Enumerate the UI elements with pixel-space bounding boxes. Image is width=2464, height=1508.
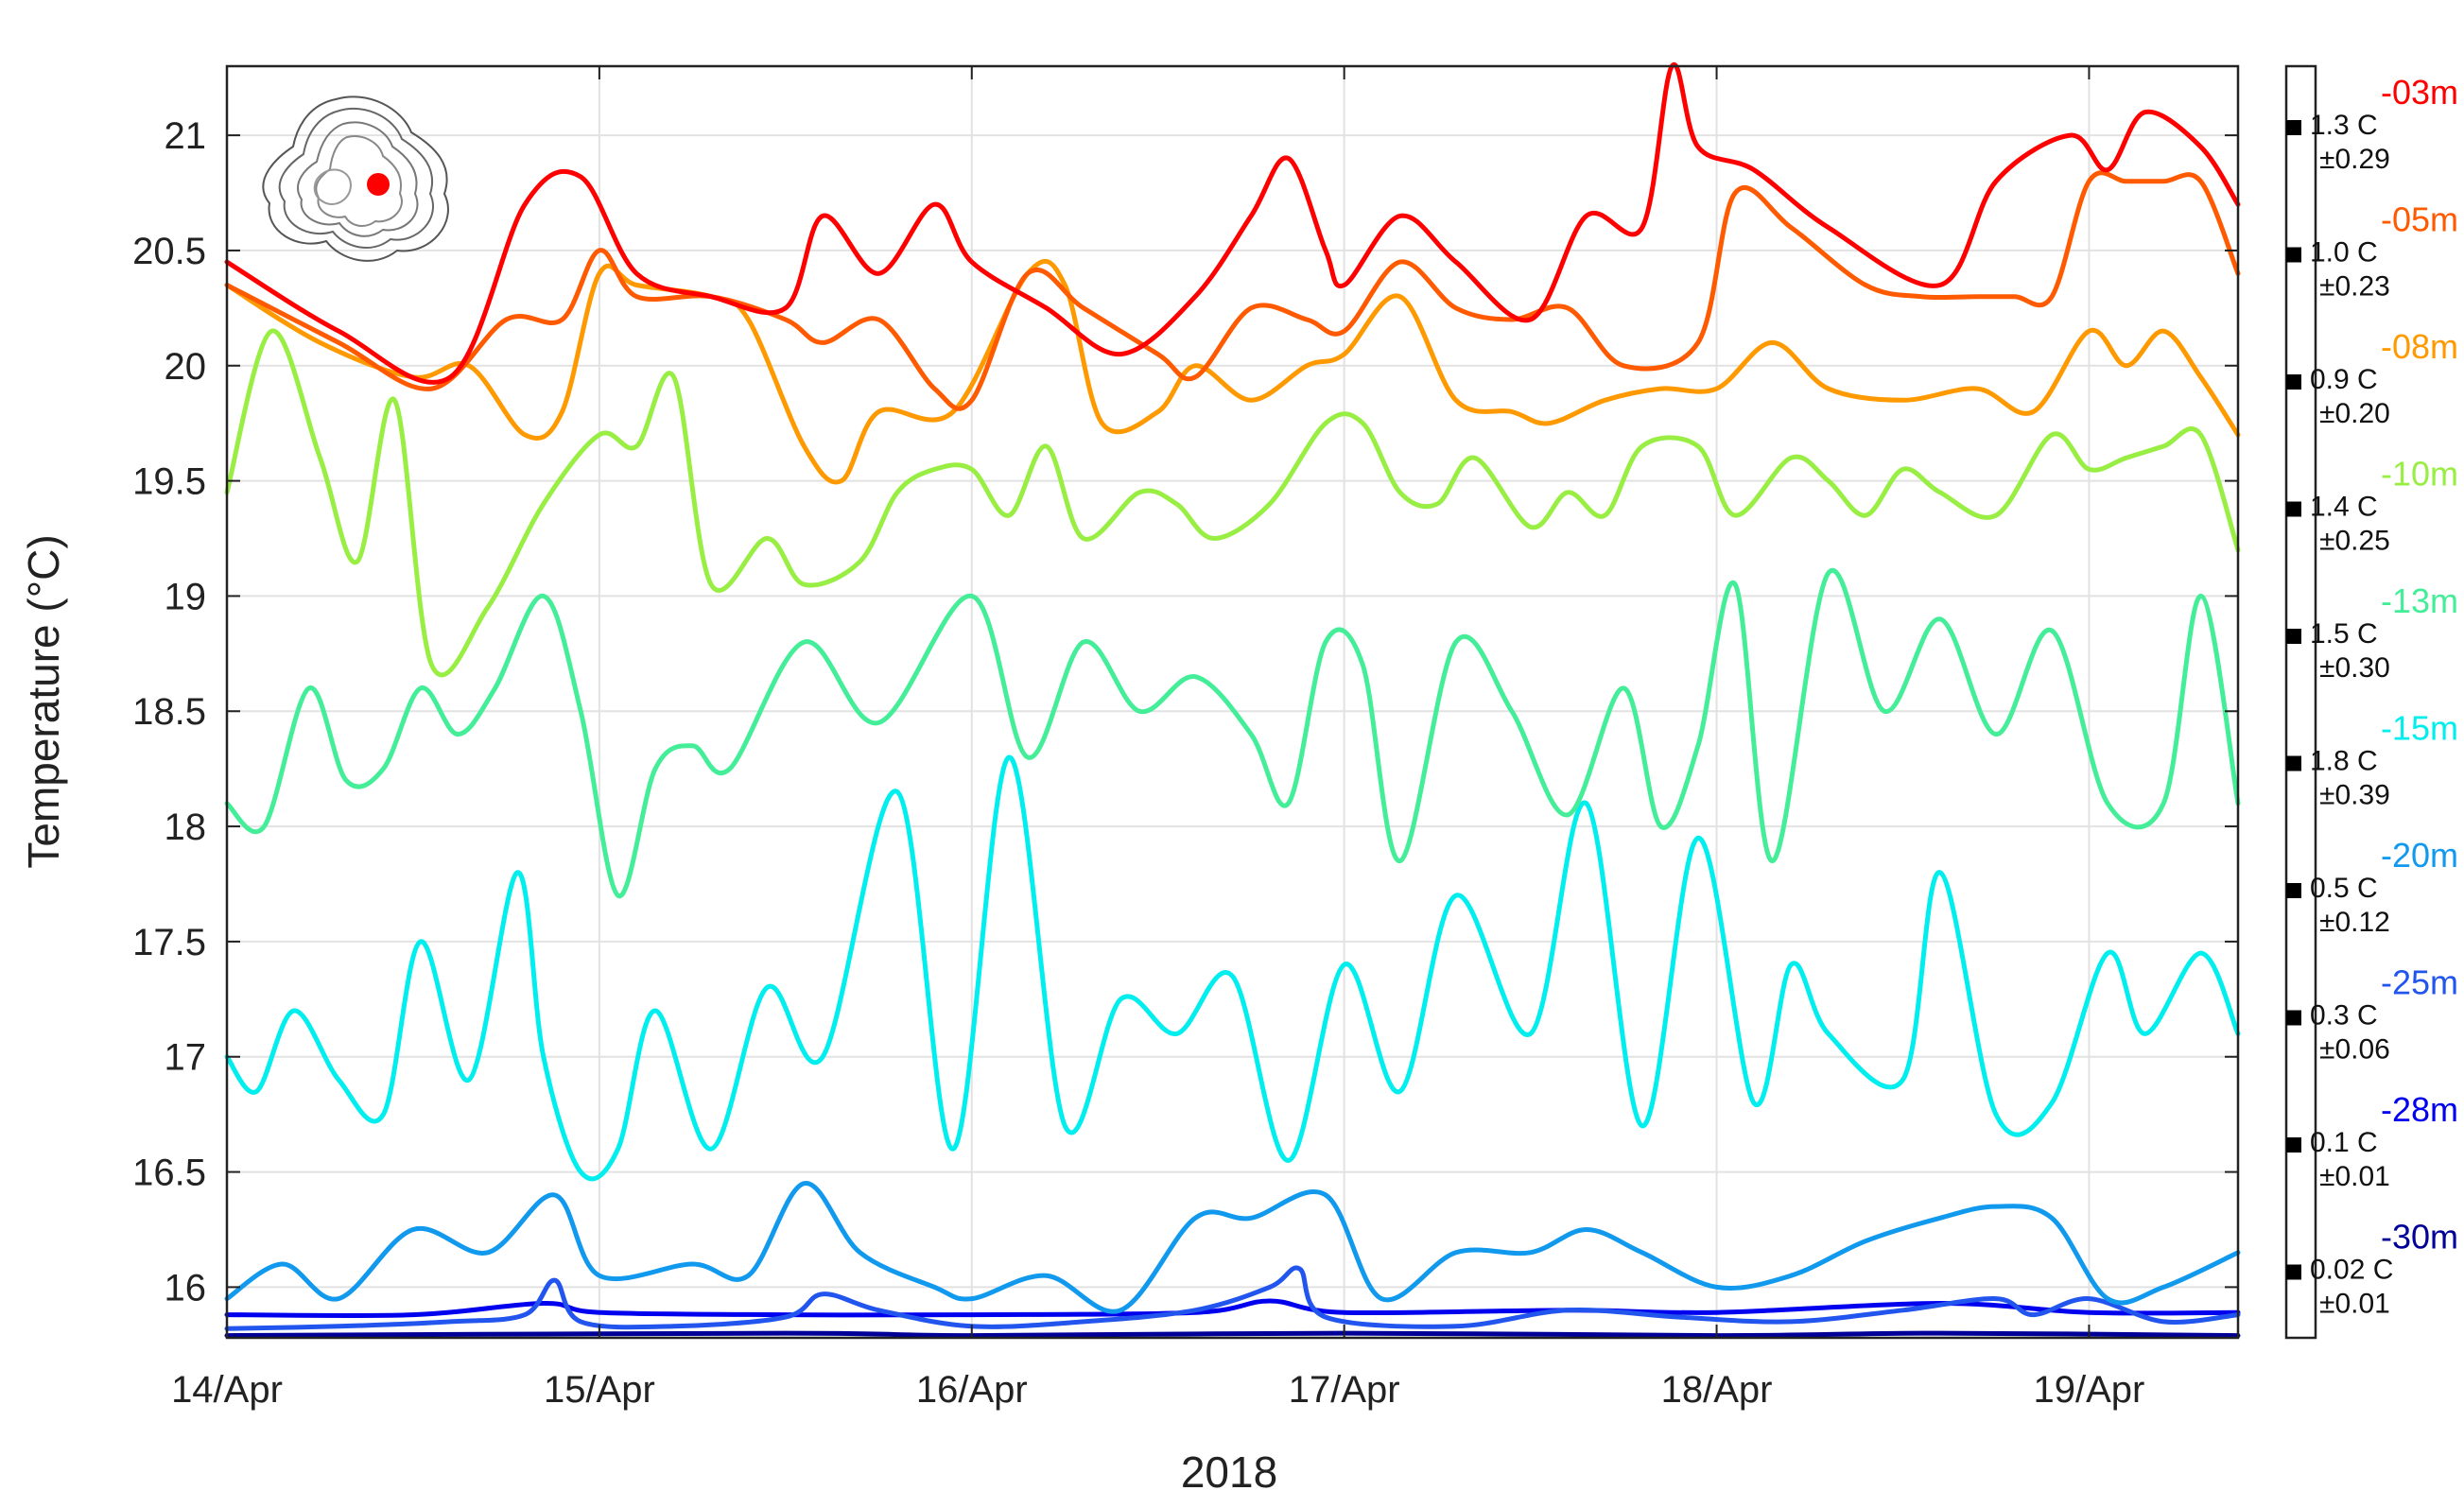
std-label: ±0.01	[2319, 1289, 2390, 1320]
x-tick-label: 15/Apr	[544, 1369, 655, 1411]
range-label: 0.9 C	[2310, 364, 2378, 395]
series-lines	[224, 61, 2241, 1339]
series-line-m10m	[224, 328, 2241, 678]
range-marker	[2286, 883, 2301, 898]
range-label: 0.02 C	[2310, 1255, 2393, 1286]
std-label: ±0.23	[2319, 271, 2390, 303]
y-axis-title: Temperature (°C)	[19, 534, 68, 868]
range-marker	[2286, 629, 2301, 644]
y-tick-label: 21	[165, 115, 207, 157]
depth-label: -30m	[2381, 1218, 2458, 1257]
depth-label: -20m	[2381, 836, 2458, 875]
y-tick-label: 19.5	[132, 461, 206, 503]
std-label: ±0.29	[2319, 144, 2390, 175]
range-label: 0.5 C	[2310, 873, 2378, 904]
series-line-m28m	[224, 1298, 2241, 1319]
x-tick-label: 14/Apr	[171, 1369, 283, 1411]
series-line-m08m	[224, 259, 2241, 485]
range-marker	[2286, 120, 2301, 135]
y-tick-label: 20.5	[132, 231, 206, 272]
y-axis: 16 16.5 17 17.5 18 18.5 19 19.5 20 20.5 21	[132, 115, 2238, 1309]
range-label: 0.1 C	[2310, 1127, 2378, 1158]
lake-bathymetry-icon	[262, 95, 449, 262]
range-label: 1.3 C	[2310, 110, 2378, 141]
series-line-m05m	[224, 170, 2241, 411]
range-marker	[2286, 1264, 2301, 1280]
depth-label: -08m	[2381, 327, 2458, 366]
x-axis: 14/Apr 15/Apr 16/Apr 17/Apr 18/Apr 19/Apr	[171, 66, 2144, 1411]
x-tick-label: 18/Apr	[1661, 1369, 1773, 1411]
range-label: 0.3 C	[2310, 1000, 2378, 1031]
x-axis-title: 2018	[1181, 1447, 1277, 1497]
std-label: ±0.25	[2319, 526, 2390, 557]
series-line-m30m	[224, 1330, 2241, 1339]
depth-label: -15m	[2381, 709, 2458, 748]
series-line-m15m	[224, 754, 2241, 1182]
y-tick-label: 16.5	[132, 1153, 206, 1194]
range-strip	[2284, 64, 2317, 1340]
y-tick-label: 19	[165, 576, 207, 617]
range-marker	[2286, 1010, 2301, 1026]
x-tick-label: 19/Apr	[2034, 1369, 2145, 1411]
std-label: ±0.20	[2319, 398, 2390, 429]
series-line-m13m	[224, 567, 2241, 898]
range-marker	[2286, 374, 2301, 390]
y-tick-label: 20	[165, 346, 207, 388]
std-label: ±0.01	[2319, 1161, 2390, 1192]
series-line-m20m	[224, 1181, 2241, 1314]
series-line-m03m	[224, 61, 2241, 385]
depth-label: -25m	[2381, 963, 2458, 1002]
std-label: ±0.39	[2319, 780, 2390, 811]
depth-label: -10m	[2381, 455, 2458, 494]
site-marker	[367, 173, 390, 196]
grid-lines	[226, 66, 2238, 1338]
y-tick-label: 17.5	[132, 922, 206, 963]
range-marker	[2286, 501, 2301, 517]
depth-label: -28m	[2381, 1090, 2458, 1129]
y-tick-label: 16	[165, 1267, 207, 1309]
depth-label: -03m	[2381, 73, 2458, 112]
range-label: 1.5 C	[2310, 618, 2378, 650]
depth-label: -13m	[2381, 581, 2458, 620]
range-label: 1.4 C	[2310, 492, 2378, 523]
y-tick-label: 17	[165, 1037, 207, 1079]
x-tick-label: 16/Apr	[916, 1369, 1028, 1411]
x-tick-label: 17/Apr	[1289, 1369, 1400, 1411]
std-label: ±0.12	[2319, 907, 2390, 938]
y-tick-label: 18.5	[132, 691, 206, 733]
range-marker	[2286, 1137, 2301, 1153]
range-marker	[2286, 247, 2301, 263]
range-marker	[2286, 755, 2301, 771]
depth-label: -05m	[2381, 200, 2458, 239]
std-label: ±0.06	[2319, 1034, 2390, 1066]
series-line-m25m	[224, 1265, 2241, 1331]
range-label: 1.8 C	[2310, 746, 2378, 777]
y-tick-label: 18	[165, 806, 207, 848]
std-label: ±0.30	[2319, 652, 2390, 684]
range-label: 1.0 C	[2310, 237, 2378, 269]
plot-frame	[225, 64, 2240, 1340]
